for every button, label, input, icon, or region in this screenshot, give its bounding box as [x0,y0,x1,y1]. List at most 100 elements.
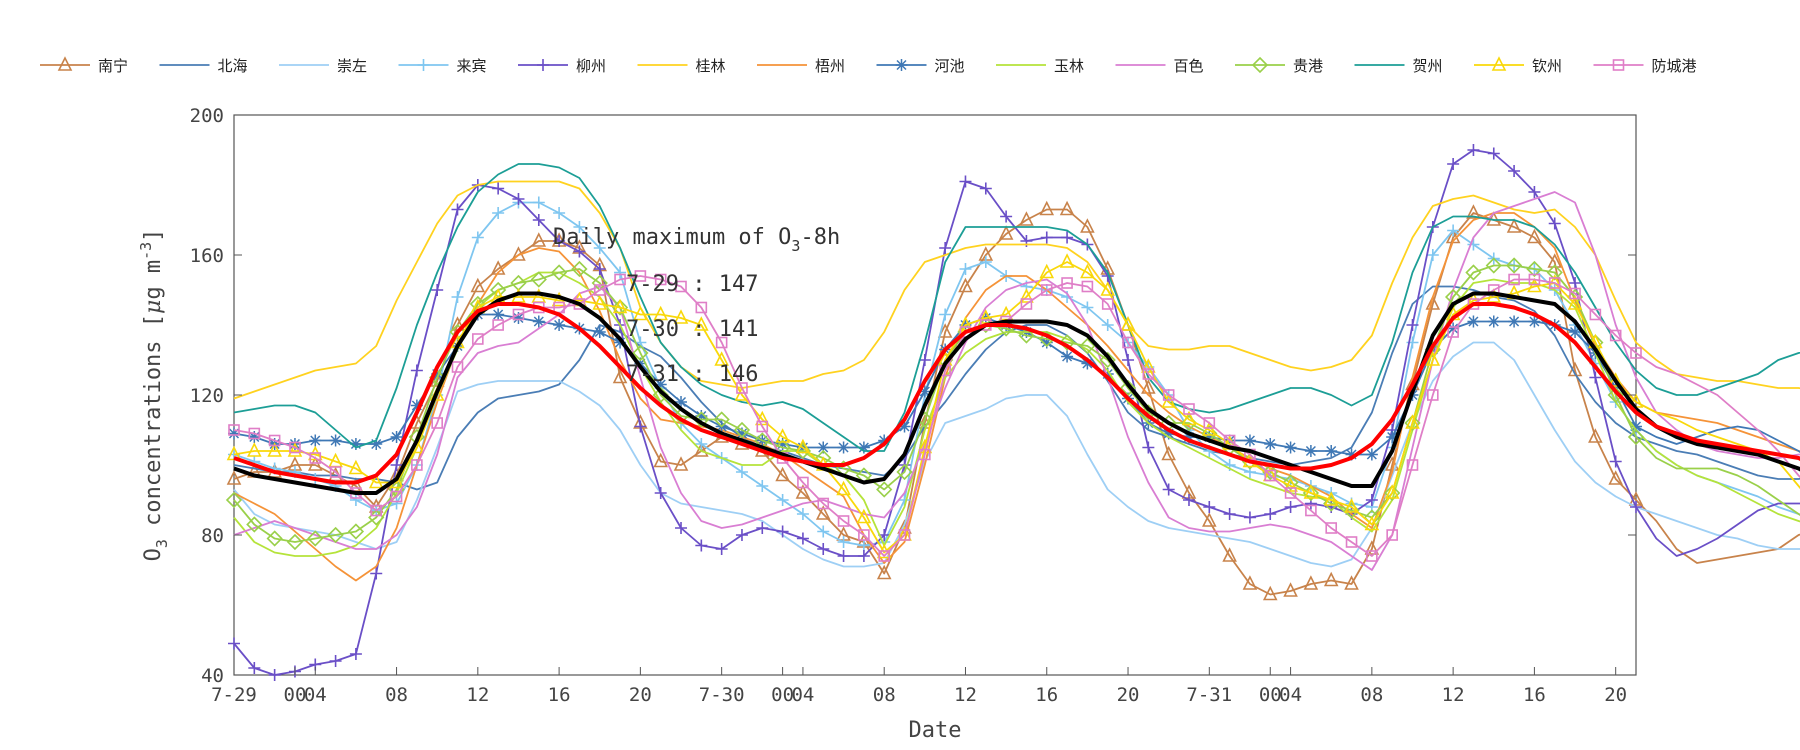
data-point [451,361,464,373]
y-title-sup: -3 [137,242,155,260]
data-point [817,441,830,454]
data-point [492,308,505,321]
legend-label: 贺州 [1413,57,1443,75]
data-point [1303,484,1319,499]
x-tick-label: 16 [1035,684,1058,706]
data-point [694,316,709,331]
data-point [754,410,770,426]
data-point [492,182,505,195]
data-point [1059,200,1075,216]
data-point [1081,280,1094,293]
legend: 南宁 北海 崇左 来宾 柳州 桂林 梧州 河池 玉林 百色 贵港 贺州 钦州 防城港 [40,56,1697,75]
data-point [1467,144,1480,156]
data-point [1364,540,1380,555]
x-tick-label: 00 [1259,684,1282,706]
data-point [1546,264,1563,281]
data-point [368,473,384,489]
data-point [1183,403,1195,415]
x-tick-label: 16 [548,684,571,706]
series-line [233,302,1800,485]
legend-label: 北海 [218,57,248,75]
data-point [694,442,709,457]
legend-label: 钦州 [1532,57,1562,75]
data-point [471,231,484,244]
series-line [233,261,1800,554]
data-point [247,442,262,457]
y-title-o: O [141,548,166,561]
legend-item: 河池 [876,57,965,75]
legend-label: 百色 [1174,57,1204,75]
data-point [695,438,708,450]
data-point [1630,347,1642,359]
data-point [1283,477,1298,492]
data-point [1284,501,1297,513]
data-point [1425,295,1441,310]
data-point [573,221,586,233]
data-point [958,277,973,293]
data-point [919,448,931,461]
data-point [1386,529,1398,541]
legend-label: 梧州 [815,57,845,75]
series-百色 [233,191,1800,571]
data-point [1627,428,1645,446]
series-柳州 [228,144,1800,681]
data-point [266,530,283,547]
data-point [1203,417,1216,429]
data-point [817,525,830,538]
data-point [593,242,606,254]
data-point [1485,257,1502,274]
y-axis: 40 80 120 160 200 [190,105,1636,687]
data-point [715,336,728,349]
data-point [390,431,403,443]
data-point [1447,326,1459,338]
data-point [592,295,608,310]
data-point [1406,319,1419,331]
data-point [756,480,769,492]
data-point [817,543,830,555]
legend-item: 钦州 [1474,56,1562,75]
data-point [1323,491,1339,506]
data-point [571,260,588,278]
data-point [370,438,383,450]
data-point [1366,550,1378,562]
series-line [233,191,1800,571]
data-point [837,550,850,562]
data-point [918,354,931,366]
legend-label: 来宾 [457,57,487,75]
data-point [612,368,628,384]
data-point [228,637,240,650]
data-point [1122,354,1135,366]
data-point [1303,575,1319,590]
data-point [1548,277,1561,289]
y-title-unit: g m [141,260,166,300]
legend-item: 来宾 [398,57,487,75]
data-point [836,480,851,496]
x-axis-title: Date [909,718,962,743]
data-point [1589,308,1602,321]
data-point [1081,357,1094,370]
legend-marker [417,59,430,71]
data-point [1101,298,1114,310]
data-point [1487,315,1500,328]
data-point [593,284,606,296]
data-point [228,427,240,440]
data-point [634,420,647,433]
data-point [715,543,728,555]
data-point [1283,582,1298,597]
data-point [837,441,850,454]
data-point [1508,273,1520,286]
y-title-sub: 3 [153,539,171,548]
series-line [233,313,1800,456]
data-point [1039,263,1055,279]
legend-item: 百色 [1115,57,1204,75]
data-point [939,242,952,254]
x-tick-label: 12 [1442,684,1465,706]
data-point [1120,316,1136,331]
data-point [795,484,811,499]
legend-marker [895,59,908,71]
data-point [1447,322,1460,335]
data-point [654,487,667,499]
data-point [634,270,647,282]
data-point [1040,336,1053,349]
data-point [1040,284,1053,296]
